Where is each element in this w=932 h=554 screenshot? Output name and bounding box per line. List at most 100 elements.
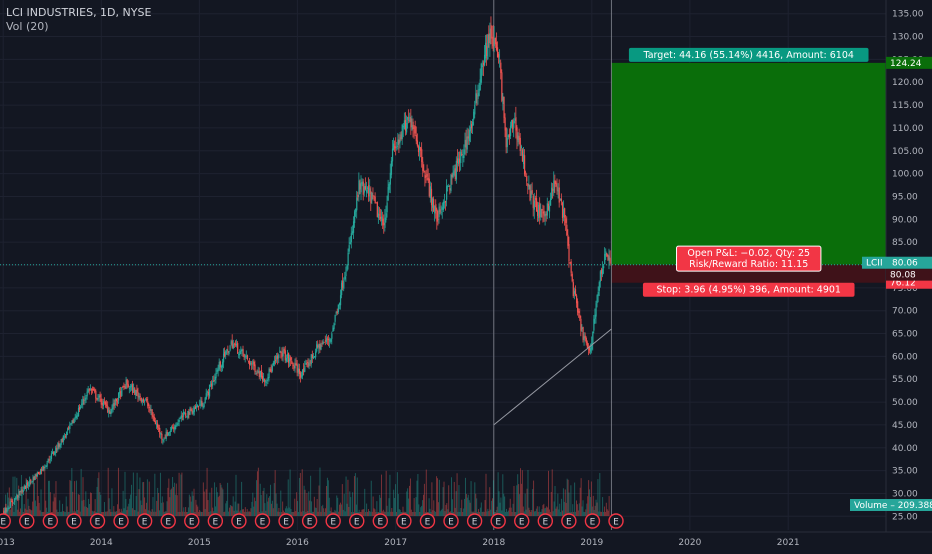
candle-body	[274, 359, 277, 361]
last-price-symbol: LCII	[866, 259, 883, 269]
volume-bar	[546, 506, 548, 516]
volume-bar	[547, 470, 549, 516]
volume-bar	[147, 510, 149, 516]
candle-body	[380, 216, 382, 219]
candle-body	[133, 387, 135, 393]
volume-bar	[140, 500, 142, 516]
volume-bar	[301, 469, 303, 516]
earnings-marker	[0, 513, 11, 529]
volume-bar	[171, 488, 173, 516]
volume-bar	[118, 508, 120, 516]
volume-bar	[83, 499, 85, 516]
candle-body	[321, 343, 323, 345]
candle-body	[573, 290, 576, 294]
candle-body	[393, 143, 395, 151]
volume-bar	[224, 511, 226, 516]
candle-body	[50, 453, 53, 459]
volume-bar	[166, 501, 168, 516]
earnings-marker	[537, 513, 554, 529]
candle-body	[485, 42, 487, 59]
candle-body	[341, 282, 343, 296]
candle-body	[436, 209, 438, 222]
candle-body	[38, 473, 41, 475]
volume-bar	[246, 509, 248, 516]
volume-bar	[245, 511, 247, 516]
volume-bar	[215, 487, 217, 516]
candle-body	[399, 137, 401, 143]
candle-body	[538, 204, 540, 219]
candle-body	[555, 182, 557, 187]
volume-bar	[176, 495, 178, 516]
volume-bar	[422, 500, 424, 516]
volume-bar	[520, 468, 522, 516]
volume-bar	[442, 487, 444, 516]
candle-body	[12, 502, 15, 504]
candle-body	[37, 472, 40, 474]
volume-bar	[65, 496, 67, 516]
volume-bar	[89, 504, 91, 516]
candle-body	[191, 410, 193, 414]
candle-body	[575, 295, 578, 304]
volume-bar	[6, 492, 8, 516]
candle-body	[136, 388, 138, 393]
candle-body	[346, 265, 348, 271]
candle-body	[268, 368, 270, 379]
candle-body	[102, 401, 105, 406]
candle-body	[546, 203, 548, 216]
earnings-marker-label: E	[472, 518, 478, 528]
candle-body	[310, 354, 312, 365]
candle-body	[103, 401, 106, 403]
candle-body	[441, 207, 443, 210]
volume-bar	[552, 511, 554, 516]
candle-body	[599, 271, 602, 282]
volume-bar	[446, 503, 448, 516]
volume-bar	[93, 510, 95, 516]
earnings-marker	[608, 513, 624, 529]
candle-body	[255, 373, 257, 375]
candle-body	[19, 491, 21, 493]
volume-bar	[259, 483, 261, 516]
volume-bar	[153, 511, 155, 516]
candle-body	[60, 439, 62, 445]
volume-bar	[543, 503, 545, 516]
volume-bar	[423, 483, 425, 516]
candle-body	[295, 363, 297, 366]
candle-body	[73, 418, 75, 424]
earnings-marker	[561, 513, 577, 529]
candle-body	[153, 416, 155, 422]
target-price-tag-bg	[886, 56, 932, 69]
candle-body	[478, 88, 480, 96]
volume-bar	[318, 485, 320, 516]
candle-body	[125, 379, 127, 389]
candle-body	[277, 355, 279, 359]
candle-body	[430, 188, 433, 206]
candle-body	[138, 395, 140, 399]
volume-bar	[563, 501, 565, 516]
candle-body	[375, 202, 377, 204]
candle-body	[225, 351, 227, 355]
volume-bar	[289, 469, 291, 516]
candle-body	[195, 406, 198, 408]
price-tick-label: 100.00	[892, 170, 924, 180]
volume-bar	[529, 510, 531, 516]
candle-body	[553, 180, 555, 193]
candle-body	[206, 391, 208, 393]
candle-body	[486, 46, 488, 56]
volume-bar	[436, 478, 438, 516]
volume-bar	[157, 487, 159, 516]
earnings-marker	[113, 513, 129, 529]
volume-bar	[183, 507, 185, 516]
volume-bar	[211, 487, 213, 516]
candle-body	[298, 368, 301, 374]
volume-bar	[576, 504, 578, 516]
volume-bar	[109, 509, 111, 516]
candle-body	[491, 37, 493, 39]
volume-bar	[256, 480, 258, 516]
candle-body	[339, 295, 342, 306]
candle-body	[384, 217, 386, 228]
volume-bar	[490, 509, 492, 516]
candle-body	[150, 409, 152, 411]
volume-bar	[96, 486, 98, 516]
